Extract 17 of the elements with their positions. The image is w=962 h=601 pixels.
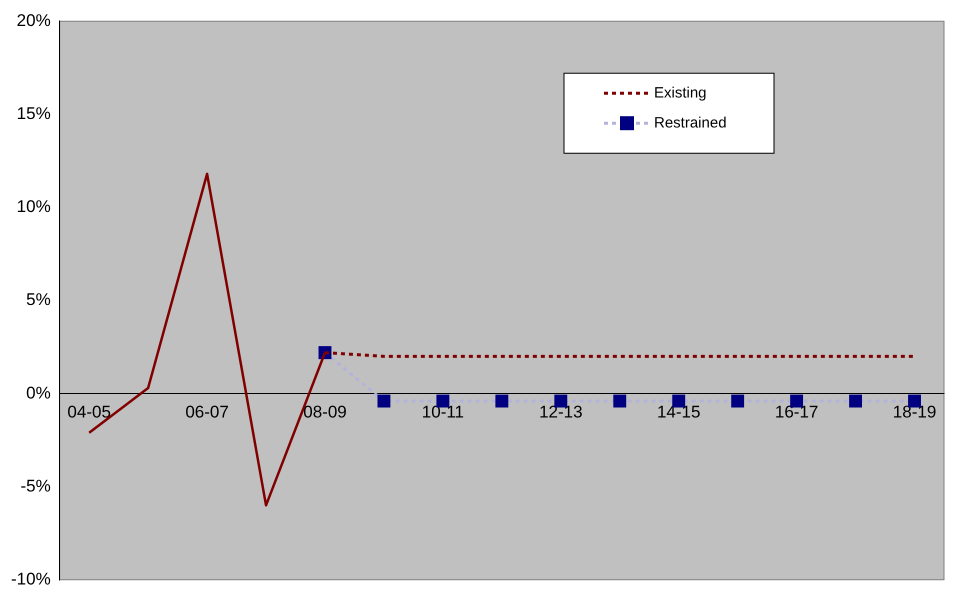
y-tick-label: 20% — [16, 10, 51, 30]
x-tick-label: 06-07 — [185, 402, 229, 422]
y-tick-label: 5% — [26, 290, 51, 310]
x-tick-label: 16-17 — [774, 402, 818, 422]
x-tick-label: 10-11 — [422, 402, 464, 422]
y-tick-label: 15% — [16, 104, 51, 123]
y-tick-label: 10% — [16, 197, 51, 216]
x-tick-label: 04-05 — [67, 402, 111, 422]
legend-label: Existing — [654, 84, 707, 102]
x-tick-label: 08-09 — [303, 402, 347, 422]
x-tick-label: 14-15 — [656, 402, 700, 422]
legend-label: Restrained — [654, 114, 727, 132]
y-tick-label: -5% — [20, 476, 51, 496]
x-tick-label: 18-19 — [892, 402, 936, 422]
x-tick-label: 12-13 — [539, 402, 583, 422]
y-tick-label: 0% — [26, 383, 51, 402]
y-tick-label: -10% — [11, 569, 51, 588]
